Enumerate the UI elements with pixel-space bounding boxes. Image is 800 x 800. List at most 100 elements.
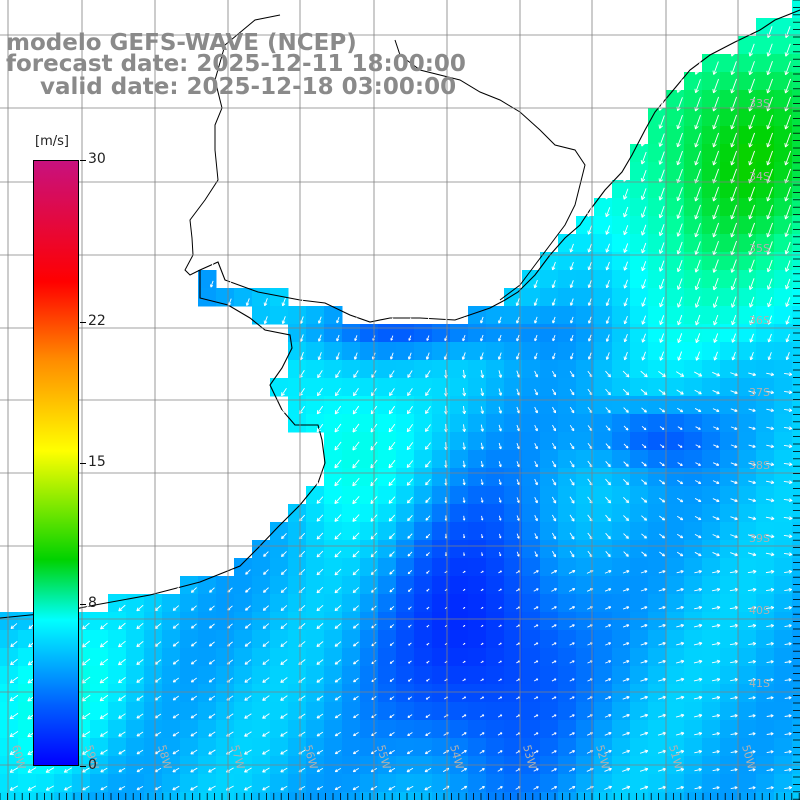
wind-arrow (534, 424, 538, 432)
wind-arrow (658, 641, 666, 646)
wind-arrow (730, 204, 737, 220)
wind-arrow (551, 768, 557, 772)
wind-arrow (640, 133, 647, 147)
field-cell (234, 594, 253, 613)
field-cell (360, 720, 379, 739)
wind-arrow (605, 425, 611, 431)
wind-arrow (516, 642, 521, 646)
wind-arrow (748, 750, 756, 754)
field-cell (486, 468, 505, 487)
wind-arrow (462, 497, 466, 503)
wind-arrow (388, 423, 396, 433)
wind-arrow (748, 132, 755, 148)
field-cell (396, 774, 415, 793)
wind-arrow (731, 314, 737, 326)
field-cell (288, 612, 307, 631)
wind-arrow (569, 588, 576, 592)
field-cell (342, 576, 361, 595)
wind-arrow (623, 551, 629, 557)
wind-arrow (659, 444, 665, 448)
wind-arrow (551, 678, 557, 682)
field-cell (684, 432, 703, 451)
wind-arrow (605, 261, 610, 271)
lon-label: 56W (301, 743, 320, 771)
wind-arrow (677, 426, 683, 430)
field-cell (594, 630, 613, 649)
wind-arrow (316, 405, 324, 415)
wind-arrow (516, 334, 520, 342)
field-cell (468, 342, 487, 361)
wind-arrow (533, 678, 539, 682)
wind-arrow (639, 767, 649, 772)
field-cell (450, 630, 469, 649)
field-cell (486, 612, 505, 631)
field-cell (792, 594, 800, 613)
field-cell (306, 540, 325, 559)
field-cell (684, 720, 703, 739)
wind-arrow (766, 786, 774, 790)
wind-arrow (605, 606, 612, 610)
field-cell (108, 666, 127, 685)
field-cell (270, 522, 289, 541)
wind-arrow (317, 370, 323, 379)
wind-arrow (551, 496, 557, 504)
wind-arrow (641, 425, 647, 431)
wind-arrow (552, 334, 556, 342)
wind-arrow (190, 659, 197, 665)
field-cell (342, 342, 361, 361)
wind-arrow (784, 223, 791, 237)
wind-arrow (694, 389, 702, 395)
wind-arrow (461, 785, 468, 791)
wind-arrow (497, 352, 502, 360)
wind-arrow (748, 61, 755, 76)
wind-arrow (676, 223, 683, 237)
field-cell (594, 216, 613, 235)
field-cell (684, 594, 703, 613)
field-cell (108, 612, 127, 631)
wind-arrow (748, 372, 756, 377)
wind-arrow (605, 660, 612, 664)
wind-arrow (569, 442, 575, 450)
field-cell (126, 666, 145, 685)
field-cell (630, 324, 649, 343)
field-cell (270, 558, 289, 577)
wind-arrow (676, 767, 685, 772)
wind-arrow (640, 659, 648, 664)
field-cell (594, 720, 613, 739)
field-cell (378, 612, 397, 631)
field-cell (180, 720, 199, 739)
wind-arrow (551, 261, 556, 271)
field-cell (360, 396, 379, 415)
wind-arrow (352, 767, 359, 773)
wind-arrow (658, 623, 666, 628)
field-cell (414, 738, 433, 757)
field-cell (774, 702, 793, 721)
wind-arrow (551, 696, 557, 700)
wind-arrow (407, 533, 413, 539)
wind-arrow (516, 515, 520, 521)
wind-arrow (766, 204, 773, 220)
field-cell (522, 648, 541, 667)
field-cell (288, 414, 307, 433)
wind-arrow (640, 588, 648, 592)
wind-arrow (657, 695, 667, 700)
wind-arrow (605, 388, 611, 396)
wind-arrow (658, 370, 666, 378)
wind-arrow (190, 695, 198, 701)
wind-arrow (587, 334, 592, 342)
wind-arrow (100, 604, 108, 612)
field-cell (702, 702, 721, 721)
wind-arrow (352, 459, 360, 469)
field-cell (540, 792, 559, 800)
wind-arrow (190, 623, 197, 629)
field-cell (90, 684, 109, 703)
field-cell (720, 720, 739, 739)
wind-arrow (498, 533, 502, 539)
field-cell (198, 270, 217, 289)
wind-arrow (568, 768, 576, 772)
wind-arrow (280, 785, 288, 791)
longitude-labels: 60W 59W 58W 57W 56W 55W 54W 53W 52W 51W 50W (9, 743, 758, 771)
wind-arrow (658, 677, 667, 682)
field-cell (540, 648, 559, 667)
